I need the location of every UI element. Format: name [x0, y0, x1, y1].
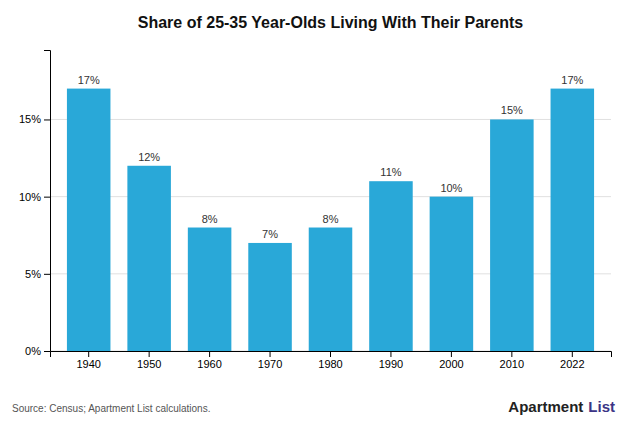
data-label: 12% — [138, 151, 160, 163]
y-tick-label: 5% — [25, 268, 41, 280]
x-tick: 1980 — [318, 351, 342, 370]
y-tick-mark — [44, 197, 50, 198]
source-note: Source: Census; Apartment List calculati… — [12, 403, 210, 414]
x-tick-label: 1950 — [137, 358, 161, 370]
brand-part: List — [588, 398, 615, 415]
x-tick-mark — [451, 351, 452, 357]
x-tick-mark — [511, 351, 512, 357]
data-label: 8% — [323, 213, 339, 225]
data-label: 7% — [262, 228, 278, 240]
x-tick: 2022 — [560, 351, 584, 370]
x-tick-label: 1980 — [318, 358, 342, 370]
y-axis: 0% 5% 10% 15% — [19, 51, 51, 358]
bar — [430, 197, 474, 351]
bar — [490, 119, 534, 351]
x-tick-label: 1990 — [379, 358, 403, 370]
x-tick-mark — [270, 351, 271, 357]
x-tick-mark — [88, 351, 89, 357]
x-tick: 1940 — [76, 351, 100, 370]
title: Share of 25-35 Year-Olds Living With The… — [138, 14, 524, 31]
x-tick-label: 2022 — [560, 358, 584, 370]
x-tick-label: 1970 — [258, 358, 282, 370]
y-axis-line — [44, 51, 51, 352]
x-tick: 1990 — [379, 351, 403, 370]
x-tick-label: 1960 — [197, 358, 221, 370]
x-tick-label: 2010 — [500, 358, 524, 370]
x-axis-line — [51, 352, 612, 358]
bar — [67, 89, 111, 351]
x-tick: 1950 — [137, 351, 161, 370]
x-tick-mark — [149, 351, 150, 357]
grid — [50, 119, 611, 351]
bar — [309, 228, 353, 351]
y-tick: 10% — [19, 191, 50, 203]
bar — [369, 181, 413, 351]
brand: Apartment List — [508, 398, 615, 415]
bar — [551, 89, 595, 351]
data-label: 15% — [501, 104, 523, 116]
y-tick: 0% — [25, 345, 50, 357]
y-tick-label: 10% — [19, 191, 41, 203]
data-labels: 17% 12% 8% 7% 8% 11% 10% 15% 17% — [78, 74, 584, 240]
x-tick-label: 2000 — [439, 358, 463, 370]
data-label: 17% — [561, 74, 583, 86]
bar — [127, 166, 171, 351]
y-tick: 15% — [19, 113, 50, 125]
plot: 0% 5% 10% 15% 1940 1950 1960 1970 1980 1990 2000 20… — [19, 51, 612, 370]
x-tick: 1970 — [258, 351, 282, 370]
brand-part: Apartment — [508, 398, 583, 415]
x-tick-mark — [330, 351, 331, 357]
bar — [248, 243, 292, 351]
x-tick-label: 1940 — [76, 358, 100, 370]
x-tick-mark — [209, 351, 210, 357]
bars — [67, 89, 594, 351]
x-tick: 2000 — [439, 351, 463, 370]
x-axis: 1940 1950 1960 1970 1980 1990 2000 2010 2022 — [51, 351, 612, 370]
data-label: 8% — [202, 213, 218, 225]
x-tick: 1960 — [197, 351, 221, 370]
y-tick: 5% — [25, 268, 50, 280]
data-label: 11% — [380, 166, 401, 178]
x-tick: 2010 — [500, 351, 524, 370]
bar — [188, 228, 232, 351]
data-label: 10% — [440, 182, 462, 194]
x-tick-mark — [390, 351, 391, 357]
x-tick-mark — [572, 351, 573, 357]
y-tick-mark — [44, 274, 50, 275]
chart: 0% 5% 10% 15% 1940 1950 1960 1970 1980 1990 2000 20… — [0, 0, 631, 426]
y-tick-label: 15% — [19, 113, 41, 125]
y-tick-mark — [44, 119, 50, 120]
y-tick-mark — [44, 351, 50, 352]
data-label: 17% — [78, 74, 100, 86]
y-tick-label: 0% — [25, 345, 41, 357]
